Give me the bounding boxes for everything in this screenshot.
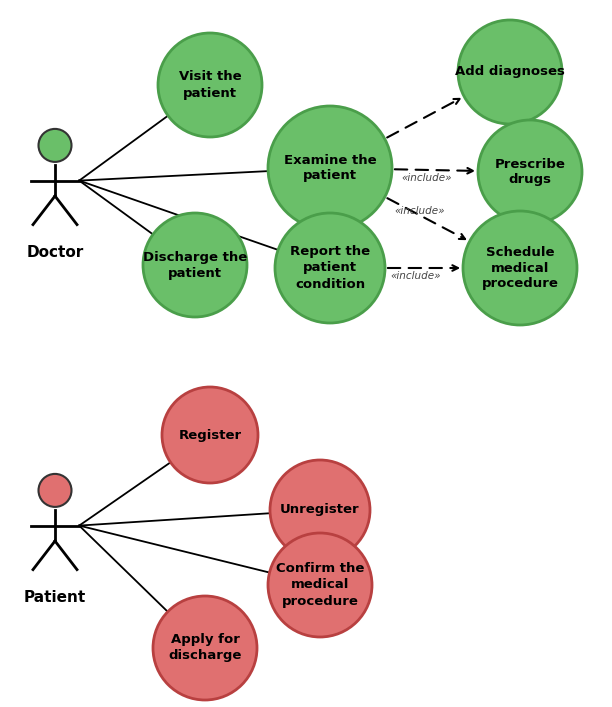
Text: Report the
patient
condition: Report the patient condition — [290, 245, 370, 291]
Circle shape — [143, 213, 247, 317]
Circle shape — [158, 33, 262, 137]
Text: Schedule
medical
procedure: Schedule medical procedure — [482, 245, 558, 291]
Text: Patient: Patient — [24, 590, 86, 605]
Circle shape — [268, 533, 372, 637]
Text: Add diagnoses: Add diagnoses — [455, 66, 565, 78]
Text: Prescribe
drugs: Prescribe drugs — [494, 158, 565, 187]
Text: Confirm the
medical
procedure: Confirm the medical procedure — [276, 563, 364, 607]
Text: Examine the
patient: Examine the patient — [284, 153, 376, 182]
Text: Visit the
patient: Visit the patient — [179, 71, 241, 100]
Circle shape — [268, 106, 392, 230]
Text: Unregister: Unregister — [280, 503, 360, 517]
Circle shape — [39, 129, 72, 162]
Circle shape — [275, 213, 385, 323]
Text: Doctor: Doctor — [26, 245, 84, 260]
Circle shape — [39, 474, 72, 507]
Text: Register: Register — [179, 428, 242, 441]
Circle shape — [463, 211, 577, 325]
Text: Discharge the
patient: Discharge the patient — [143, 250, 247, 279]
Text: «include»: «include» — [401, 173, 452, 183]
Circle shape — [162, 387, 258, 483]
Text: «include»: «include» — [394, 206, 444, 216]
Circle shape — [153, 596, 257, 700]
Circle shape — [478, 120, 582, 224]
Circle shape — [458, 20, 562, 124]
Text: Apply for
discharge: Apply for discharge — [168, 633, 242, 662]
Circle shape — [270, 460, 370, 560]
Text: «include»: «include» — [390, 271, 441, 281]
